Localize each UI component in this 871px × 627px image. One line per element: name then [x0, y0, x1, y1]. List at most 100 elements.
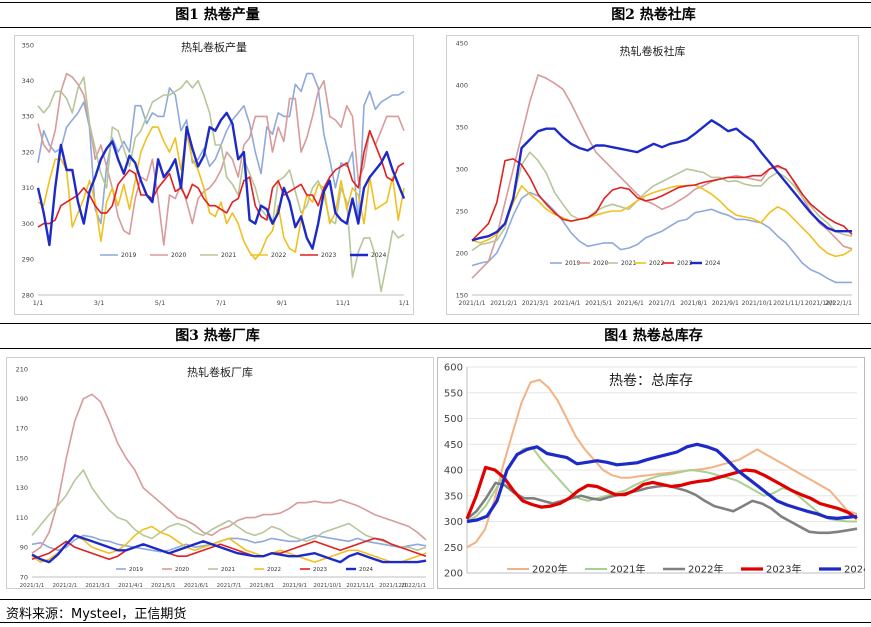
legend-label: 2020年 [532, 563, 567, 576]
chart-3-svg: 70 90 110 130 150 170 190 210 2021/1/1 2021/2/1 20… [6, 357, 434, 589]
series-line-2019 [471, 191, 852, 284]
y-tick-label: 70 [20, 573, 28, 581]
legend-label: 2024 [359, 567, 373, 573]
y-tick-label: 300 [444, 517, 463, 528]
y-tick-label: 600 [444, 363, 463, 374]
legend-label: 2023年 [766, 563, 801, 576]
y-tick-label: 310 [22, 184, 34, 192]
series-line-2024 [471, 119, 852, 242]
legend-label: 2022 [267, 567, 281, 573]
y-tick-label: 320 [22, 148, 34, 156]
mid-rule [0, 323, 871, 324]
series-line-2023 [37, 129, 405, 228]
x-tick-label: 2021/12/1 [805, 300, 836, 307]
header-fig4: 图4 热卷总库存 [604, 328, 703, 344]
legend-label: 2023 [321, 252, 336, 259]
x-tick-label: 2021/10/1 [742, 300, 773, 307]
y-tick-label: 290 [22, 256, 34, 264]
legend-label: 2023 [313, 567, 327, 573]
series-line-2023 [471, 158, 853, 241]
x-tick-label: 2021/6/1 [184, 583, 209, 589]
y-tick-label: 450 [444, 440, 463, 451]
chart-4-svg: 200 250 300 350 400 450 500 550 600 热卷：总库存 2020年 20… [437, 357, 865, 589]
chart-panel-3: 70 90 110 130 150 170 190 210 2021/1/1 2021/2/1 20… [6, 357, 434, 589]
x-tick-label: 9/1 [277, 299, 287, 307]
x-tick-label: 2021/1/1 [20, 583, 45, 589]
y-tick-label: 190 [16, 395, 28, 403]
x-tick-label: 1/1 [33, 299, 43, 307]
x-tick-label: 2021/5/1 [585, 300, 612, 307]
legend-label: 2020 [175, 567, 189, 573]
y-tick-label: 450 [456, 39, 468, 47]
legend-label: 2019 [121, 252, 136, 259]
series-line-2022 [31, 525, 427, 563]
chart-title: 热轧卷板厂库 [187, 365, 253, 379]
top-rule [0, 2, 871, 3]
chart-panel-2: 150 200 250 300 350 400 450 2021/1/1 2021/2/1 202… [446, 35, 859, 315]
bottom-rule [0, 622, 871, 623]
legend-label: 2024 [371, 252, 386, 259]
series-line-2023年 [465, 465, 858, 520]
y-tick-label: 400 [456, 81, 468, 89]
x-tick-label: 2021/8/1 [249, 583, 274, 589]
y-tick-label: 500 [444, 414, 463, 425]
y-tick-label: 300 [456, 165, 468, 173]
x-tick-label: 2022/1/1 [825, 300, 852, 307]
legend-label: 2020 [593, 260, 608, 267]
x-tick-label: 2021/3/1 [522, 300, 549, 307]
legend-label: 2021年 [610, 563, 645, 576]
series-line-2024年 [466, 442, 858, 524]
chart-1-svg: 280 290 300 310 320 330 340 350 1/1 3/1 5/1 7/1 9/1 1… [14, 35, 414, 315]
series-line-2021 [471, 151, 853, 252]
x-tick-label: 2021/4/1 [118, 583, 143, 589]
chart-frame [6, 357, 434, 589]
y-tick-label: 210 [16, 365, 28, 373]
y-tick-label: 280 [22, 291, 34, 299]
y-tick-label: 350 [456, 123, 468, 131]
legend-label: 2023 [677, 260, 692, 267]
x-tick-label: 2021/12/1 [379, 583, 407, 589]
y-tick-label: 200 [444, 569, 463, 580]
series-line-2024 [31, 534, 427, 564]
y-tick-label: 130 [16, 484, 28, 492]
y-tick-label: 350 [22, 41, 34, 49]
x-tick-label: 1/1 [399, 299, 409, 307]
x-tick-label: 2021/3/1 [85, 583, 110, 589]
y-tick-label: 550 [444, 388, 463, 399]
chart-title: 热轧卷板产量 [181, 40, 247, 54]
y-tick-label: 300 [22, 220, 34, 228]
header-rule-2 [0, 348, 871, 349]
x-tick-label: 2021/6/1 [617, 300, 644, 307]
x-tick-label: 2021/11/1 [346, 583, 374, 589]
y-tick-label: 170 [16, 425, 28, 433]
header-fig2: 图2 热卷社库 [611, 7, 696, 23]
x-tick-label: 2021/10/1 [313, 583, 341, 589]
x-tick-label: 2021/7/1 [217, 583, 242, 589]
x-tick-label: 2021/1/1 [459, 300, 486, 307]
x-tick-label: 2021/2/1 [52, 583, 77, 589]
header-rule-1 [0, 27, 871, 28]
chart-panel-1: 280 290 300 310 320 330 340 350 1/1 3/1 5/1 7/1 9/1 1… [14, 35, 414, 315]
legend-label: 2020 [171, 252, 186, 259]
legend-label: 2021 [621, 260, 636, 267]
footer-rule [0, 599, 871, 600]
y-tick-label: 150 [456, 291, 468, 299]
legend-label: 2021 [221, 567, 235, 573]
chart-panel-4: 200 250 300 350 400 450 500 550 600 热卷：总库存 2020年 20… [437, 357, 865, 589]
y-tick-label: 350 [444, 491, 463, 502]
x-tick-label: 3/1 [94, 299, 104, 307]
y-tick-label: 90 [20, 544, 28, 552]
x-tick-label: 2021/9/1 [712, 300, 739, 307]
x-tick-label: 2021/2/1 [490, 300, 517, 307]
series-line-2022 [37, 126, 405, 261]
x-tick-label: 2021/11/1 [773, 300, 804, 307]
x-tick-label: 2021/5/1 [151, 583, 176, 589]
header-fig1: 图1 热卷产量 [175, 7, 260, 23]
series-line-2023 [31, 537, 427, 560]
y-tick-label: 150 [16, 454, 28, 462]
chart-frame [446, 35, 859, 315]
chart-2-svg: 150 200 250 300 350 400 450 2021/1/1 2021/2/1 202… [446, 35, 859, 315]
x-tick-label: 5/1 [155, 299, 165, 307]
y-tick-label: 400 [444, 466, 463, 477]
legend-label: 2022 [271, 252, 286, 259]
